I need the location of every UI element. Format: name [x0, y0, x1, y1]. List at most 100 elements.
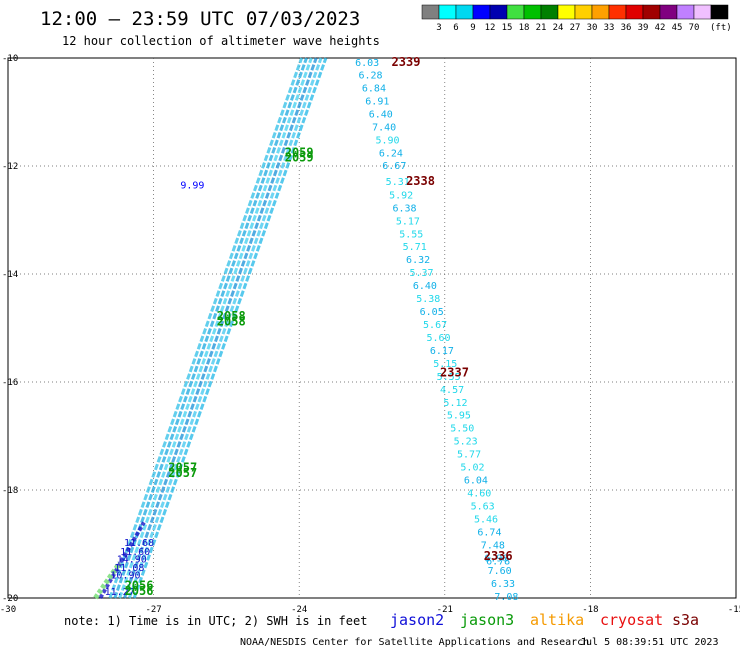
pass-number-label: 2338 — [406, 174, 435, 188]
wave-height-label: 9.99 — [180, 181, 204, 192]
satellite-legend: jason2 jason3 altika cryosat s3a — [390, 611, 699, 629]
color-scale-label: 18 — [519, 23, 530, 33]
wave-height-label: 4.60 — [467, 488, 491, 499]
wave-height-label: 7.08 — [494, 592, 518, 603]
footer-timestamp: Jul 5 08:39:51 UTC 2023 — [580, 637, 718, 648]
color-swatch — [438, 4, 457, 20]
y-tick-label: -16 — [2, 378, 18, 388]
wave-height-label: 7.60 — [488, 566, 512, 577]
wave-height-label: 11.27 — [105, 587, 135, 598]
color-scale-label: 70 — [689, 23, 700, 33]
wave-height-label: 5.71 — [403, 242, 427, 253]
y-tick-label: -14 — [2, 270, 18, 280]
satellite-tracks — [93, 57, 328, 600]
y-tick-label: -18 — [2, 486, 18, 496]
wave-height-label: 6.96 — [484, 553, 508, 564]
wave-height-label: 6.28 — [358, 71, 382, 82]
wave-height-label: 6.17 — [430, 346, 454, 357]
wave-height-label: 5.67 — [423, 320, 447, 331]
y-tick-label: -12 — [2, 162, 18, 172]
color-swatch — [523, 4, 542, 20]
x-axis-ticks: -30 -27 -24 -21 -18 -15 — [0, 605, 740, 615]
units-note: note: 1) Time is in UTC; 2) SWH is in fe… — [64, 614, 367, 628]
wave-height-label: 6.24 — [379, 148, 403, 159]
color-scale-label: 15 — [502, 23, 513, 33]
color-swatch — [557, 4, 576, 20]
wave-height-label: 6.03 — [355, 58, 379, 69]
pass-number-label: 2059 — [285, 151, 314, 165]
ground-track-line — [93, 561, 122, 600]
wave-height-label: 4.57 — [440, 385, 464, 396]
color-scale-unit: (ft) — [710, 23, 732, 33]
y-tick-label: -10 — [2, 54, 18, 64]
y-tick-label: -20 — [2, 594, 18, 604]
wave-height-label: 5.02 — [460, 463, 484, 474]
wave-height-label: 5.95 — [447, 411, 471, 422]
x-tick-label: -15 — [728, 605, 740, 615]
color-swatch — [642, 4, 661, 20]
ground-track-line — [132, 57, 328, 599]
wave-height-label: 5.77 — [457, 450, 481, 461]
wave-height-label: 5.55 — [437, 372, 461, 383]
color-swatch — [455, 4, 474, 20]
color-swatch — [659, 4, 678, 20]
ground-track-line — [123, 57, 318, 599]
wave-height-label: 6.74 — [477, 527, 501, 538]
color-swatch — [489, 4, 508, 20]
color-scale-label: 39 — [638, 23, 649, 33]
color-scale-label: 24 — [553, 23, 564, 33]
x-tick-label: -24 — [291, 605, 307, 615]
ground-track-line — [108, 57, 304, 599]
ground-track-line — [98, 521, 146, 600]
color-swatch — [710, 4, 729, 20]
color-scale-label: 45 — [672, 23, 683, 33]
chart-subtitle: 12 hour collection of altimeter wave hei… — [62, 34, 380, 48]
wave-height-label: 6.84 — [362, 83, 386, 94]
color-scale-label: 3 — [436, 23, 441, 33]
wave-height-label: 7.40 — [372, 122, 396, 133]
pass-number-label: 2336 — [484, 549, 513, 563]
x-tick-label: -27 — [145, 605, 161, 615]
wave-height-label: 5.55 — [399, 229, 423, 240]
wave-height-label: 5.90 — [375, 135, 399, 146]
ground-track-line — [118, 57, 313, 599]
color-scale-label: 21 — [536, 23, 547, 33]
ground-track-line — [113, 57, 308, 599]
wave-height-label: 5.60 — [426, 333, 450, 344]
x-tick-label: -30 — [0, 605, 16, 615]
x-tick-label: -21 — [437, 605, 453, 615]
wave-height-label: 6.91 — [365, 96, 389, 107]
color-swatch — [608, 4, 627, 20]
color-swatch — [472, 4, 491, 20]
wave-height-label: 5.23 — [454, 437, 478, 448]
wave-height-label: 6.05 — [420, 307, 444, 318]
x-tick-label: -18 — [582, 605, 598, 615]
pass-number-label: 2056 — [125, 584, 154, 598]
wave-height-label: 5.12 — [443, 398, 467, 409]
wave-height-label: 11.08 — [114, 563, 144, 574]
color-swatch — [540, 4, 559, 20]
wave-height-label: 5.15 — [433, 359, 457, 370]
wave-height-label: 5.50 — [450, 424, 474, 435]
color-scale-label: 33 — [604, 23, 615, 33]
pass-number-label: 2057 — [168, 461, 197, 475]
wave-height-label: 11.68 — [124, 538, 154, 549]
wave-height-label: 11.60 — [120, 547, 150, 558]
color-scale-label: 36 — [621, 23, 632, 33]
color-swatch — [421, 4, 440, 20]
wave-height-label: 6.33 — [491, 579, 515, 590]
wave-height-label: 5.17 — [396, 216, 420, 227]
chart-title: 12:00 – 23:59 UTC 07/03/2023 — [40, 8, 360, 30]
pass-number-label: 2337 — [440, 366, 469, 380]
wave-height-label: 6.04 — [464, 476, 488, 487]
wave-height-label: 6.38 — [392, 203, 416, 214]
color-scale-label: 9 — [470, 23, 475, 33]
color-swatch — [676, 4, 695, 20]
wave-height-label: 5.38 — [416, 294, 440, 305]
satellite-legend-cryosat: cryosat — [600, 611, 663, 629]
footer-center: NOAA/NESDIS Center for Satellite Applica… — [240, 637, 589, 648]
wave-height-label: 5.31 — [386, 177, 410, 188]
wave-height-label: 6.32 — [406, 255, 430, 266]
